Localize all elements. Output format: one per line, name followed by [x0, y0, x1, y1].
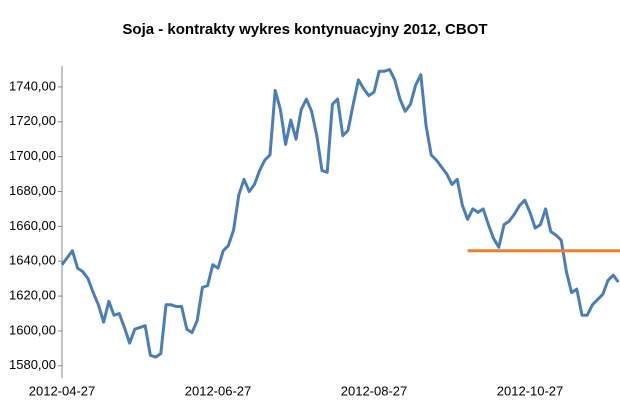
y-tick-label: 1720,00	[9, 113, 56, 128]
y-tick-label: 1680,00	[9, 183, 56, 198]
y-tick-label: 1700,00	[9, 148, 56, 163]
y-tick-label: 1640,00	[9, 253, 56, 268]
y-tick-label: 1740,00	[9, 78, 56, 93]
line-series	[60, 67, 620, 359]
y-tick-label: 1600,00	[9, 322, 56, 337]
x-tick-label: 2012-04-27	[29, 383, 96, 398]
chart-title: Soja - kontrakty wykres kontynuacyjny 20…	[122, 21, 487, 38]
y-tick-label: 1620,00	[9, 288, 56, 303]
x-tick-label: 2012-08-27	[341, 383, 408, 398]
y-tick-label: 1660,00	[9, 218, 56, 233]
y-tick-label: 1580,00	[9, 357, 56, 372]
x-tick-label: 2012-06-27	[185, 383, 252, 398]
x-tick-label: 2012-10-27	[497, 383, 564, 398]
